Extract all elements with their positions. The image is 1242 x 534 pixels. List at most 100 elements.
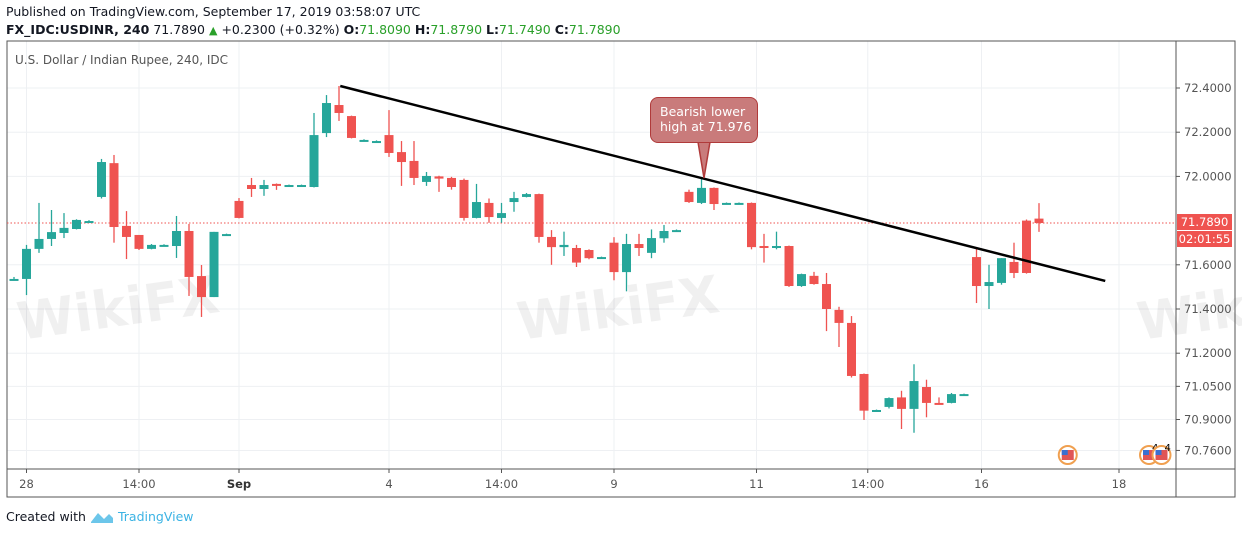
candle [734,202,744,205]
y-tick-label: 71.0500 [1184,379,1232,393]
y-tick-label: 72.0000 [1184,169,1232,183]
candle [759,233,769,263]
candle-body [859,373,869,411]
candle-body [147,244,156,249]
flag-canton [1155,450,1162,455]
candle-body [834,309,844,323]
low-value: 71.7490 [499,22,551,37]
candle-body [672,230,681,233]
candle-body [634,244,644,249]
bar-countdown-label: 02:01:55 [1177,231,1232,247]
change: +0.2300 (+0.32%) [221,22,340,37]
open-label: O: [343,22,360,37]
y-tick-label: 72.4000 [1184,81,1232,95]
candle-body [72,219,81,229]
candle-body [534,194,544,237]
candle [297,184,306,188]
candle [534,193,544,243]
candle-body [759,246,769,249]
candle-body [22,248,31,279]
candle-body [909,381,919,409]
candle [672,229,681,233]
candle-body [509,198,519,203]
candle-body [434,176,444,179]
candle [59,213,69,239]
candle [159,244,169,247]
candle [972,248,981,304]
candle [409,141,419,186]
candle [897,390,906,430]
candle [547,230,556,265]
candle [172,215,181,258]
candle-body [1034,218,1044,224]
candle-body [184,230,194,277]
candle-body [459,179,469,218]
us-event-flag-icon [1057,445,1078,465]
candle-body [384,135,394,153]
x-tick-label: 14:00 [485,477,518,491]
x-tick-label: 9 [610,477,617,491]
symbol: FX_IDC:USDINR, 240 [6,22,150,37]
candle [384,110,394,157]
candle [222,233,231,237]
candle-body [172,230,181,247]
candle [372,140,381,144]
candle-body [197,276,206,298]
candle-body [734,202,744,205]
candle [834,306,844,348]
y-tick-label: 70.9000 [1184,413,1232,427]
candle [722,202,731,205]
y-tick-label: 72.2000 [1184,125,1232,139]
candle [347,115,356,139]
candle-body [609,242,619,273]
flag-canton [1143,450,1149,455]
candle [497,202,506,223]
candle [872,409,881,412]
callout-pointer [697,141,711,179]
candle-body [284,185,294,188]
candle [1022,219,1031,274]
candle-body [372,141,381,144]
candle-body [1022,220,1031,273]
candle-body [797,274,806,287]
candle-body [322,103,331,134]
candle-body [547,236,556,248]
candle [709,187,719,210]
candle-body [972,257,981,287]
candle-body [684,191,694,203]
candle [134,234,144,250]
candle-body [747,202,756,248]
candle [47,209,56,247]
candle-body [222,234,231,237]
candle [147,244,156,250]
candle [922,379,931,418]
candle-body [922,387,931,403]
x-tick-label: 18 [1112,477,1127,491]
annotation-line1: Bearish lower [660,104,746,119]
high-value: 71.8790 [430,22,483,37]
candle-body [622,244,631,273]
annotation-callout[interactable]: Bearish lower high at 71.976 [650,97,758,143]
candle [272,183,281,190]
x-tick-label: 14:00 [122,477,155,491]
candle-body [597,257,606,260]
candle-body [997,258,1006,283]
candle [209,231,219,298]
candle-body [359,139,369,142]
candle [184,223,194,296]
created-with-text: Created with [6,509,86,524]
candle-body [872,409,881,412]
y-tick-label: 70.7600 [1184,443,1232,457]
candle [234,198,244,219]
candle [197,265,206,317]
tradingview-logo-icon [90,512,113,523]
tradingview-link[interactable]: TradingView [117,509,194,524]
candle-body [947,394,956,403]
y-tick-label: 71.4000 [1184,302,1232,316]
candle-body [884,398,894,407]
y-tick-label: 71.6000 [1184,258,1232,272]
candle [22,244,31,296]
candle-body [297,185,306,188]
candle-body [234,200,244,218]
